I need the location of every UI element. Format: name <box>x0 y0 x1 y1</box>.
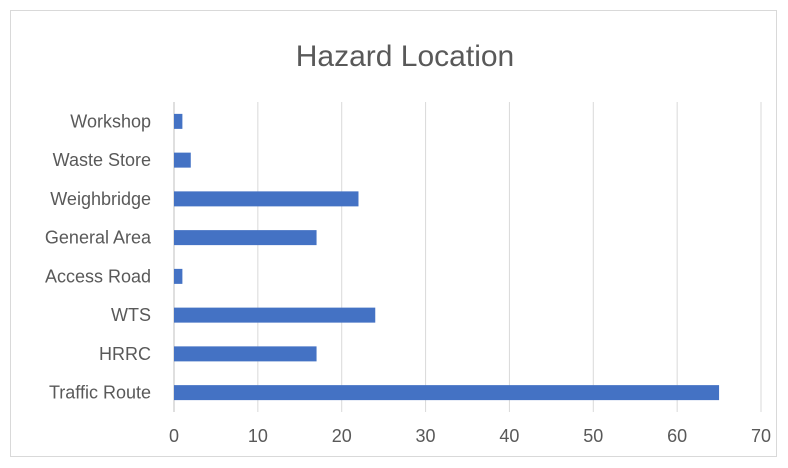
category-labels: Traffic Route HRRC WTS Access Road General A… <box>45 111 152 402</box>
bar-traffic-route <box>174 385 720 401</box>
x-tick-label-10: 10 <box>248 426 268 446</box>
x-tick-label-20: 20 <box>332 426 352 446</box>
bar-workshop <box>174 113 183 129</box>
bar-general-area <box>174 230 317 246</box>
category-label-access-road: Access Road <box>45 266 151 286</box>
x-tick-label-60: 60 <box>667 426 687 446</box>
bar-weighbridge <box>174 191 359 207</box>
category-label-weighbridge: Weighbridge <box>50 189 151 209</box>
x-tick-label-30: 30 <box>416 426 436 446</box>
x-tick-label-50: 50 <box>583 426 603 446</box>
bar-waste-store <box>174 152 191 168</box>
chart-frame <box>10 10 777 457</box>
category-label-workshop: Workshop <box>70 111 151 131</box>
category-label-traffic-route: Traffic Route <box>49 383 151 403</box>
chart-title: Hazard Location <box>296 40 514 73</box>
bar-hrrc <box>174 346 317 362</box>
x-tick-label-40: 40 <box>499 426 519 446</box>
bar-access-road <box>174 268 183 284</box>
bar-wts <box>174 307 376 323</box>
category-label-wts: WTS <box>111 305 151 325</box>
bars <box>174 113 720 401</box>
category-label-waste-store: Waste Store <box>53 150 151 170</box>
gridlines <box>173 102 762 412</box>
category-label-hrrc: HRRC <box>99 344 151 364</box>
x-tick-label-0: 0 <box>169 426 179 446</box>
x-tick-labels: 0 10 20 30 40 50 60 70 <box>169 426 771 446</box>
category-label-general-area: General Area <box>45 228 152 248</box>
x-tick-label-70: 70 <box>751 426 771 446</box>
